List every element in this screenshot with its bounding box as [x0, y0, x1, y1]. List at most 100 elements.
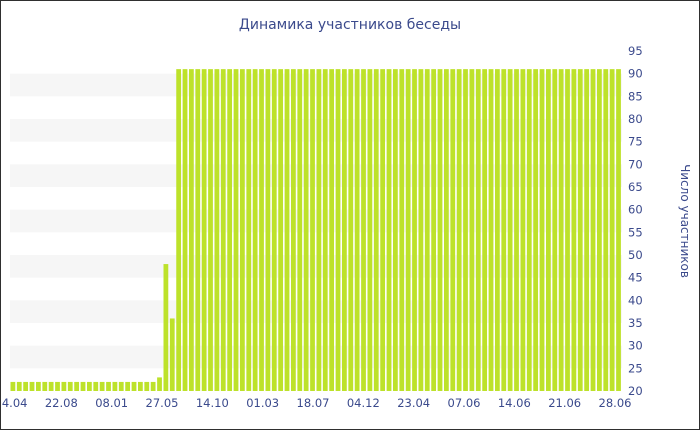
bar	[106, 381, 111, 391]
bar	[463, 69, 468, 391]
bar	[603, 69, 609, 391]
x-tick-label: 14.10	[196, 396, 229, 410]
bar	[214, 69, 220, 391]
grid-band	[10, 209, 622, 233]
y-tick-label: 55	[628, 225, 643, 239]
bar	[565, 69, 570, 391]
bar	[437, 69, 443, 391]
bar	[55, 381, 60, 391]
bar	[112, 381, 118, 391]
grid-band	[10, 119, 622, 142]
bar	[48, 381, 54, 391]
x-tick-label: 14.06	[498, 396, 531, 410]
bar	[367, 69, 373, 391]
bar	[424, 69, 430, 391]
bar	[176, 69, 182, 391]
bar	[431, 69, 437, 391]
y-tick-label: 20	[628, 384, 643, 398]
bar	[354, 69, 360, 391]
y-tick-label: 85	[628, 89, 643, 103]
bar	[201, 69, 207, 391]
bar	[233, 69, 239, 391]
bar	[291, 69, 296, 391]
bar	[577, 69, 583, 391]
bar	[444, 69, 449, 391]
y-tick-label: 95	[628, 44, 643, 58]
y-tick-label: 65	[628, 180, 643, 194]
bar	[495, 69, 500, 391]
y-tick-label: 45	[628, 271, 643, 285]
bar	[558, 69, 564, 391]
bar	[405, 69, 411, 391]
bar	[163, 264, 169, 391]
bar	[482, 69, 488, 391]
bar	[616, 69, 621, 391]
bar	[399, 69, 405, 391]
y-tick-label: 50	[628, 248, 643, 262]
bar	[157, 377, 162, 391]
bar	[240, 69, 245, 391]
bar	[271, 69, 277, 391]
bar	[450, 69, 456, 391]
bar	[361, 69, 366, 391]
bar	[303, 69, 309, 391]
bar	[246, 69, 252, 391]
bar	[552, 69, 558, 391]
y-tick-label: 35	[628, 316, 643, 330]
y-tick-label: 75	[628, 135, 643, 149]
bar	[501, 69, 507, 391]
bar	[138, 381, 143, 391]
bar	[329, 69, 335, 391]
bar	[87, 381, 92, 391]
bar	[520, 69, 526, 391]
bar	[74, 381, 80, 391]
bar	[208, 69, 213, 391]
grid-band	[10, 345, 622, 369]
bar	[80, 381, 86, 391]
bar	[265, 69, 271, 391]
y-tick-label: 40	[628, 293, 643, 307]
y-axis-ticks: 20 25 30 35 40 45 50 55 60 65 70 75 80 85 90 95	[628, 44, 643, 398]
bar	[533, 69, 539, 391]
bar	[590, 69, 596, 391]
y-tick-label: 60	[628, 203, 643, 217]
bar	[16, 381, 22, 391]
bar	[469, 69, 475, 391]
bar	[597, 69, 602, 391]
bar	[539, 69, 545, 391]
y-tick-label: 70	[628, 157, 643, 171]
bar	[99, 381, 105, 391]
bar	[507, 69, 513, 391]
x-tick-label: 01.03	[246, 396, 279, 410]
bar	[118, 381, 124, 391]
bar	[393, 69, 398, 391]
bar	[29, 381, 35, 391]
grid-band	[10, 255, 622, 278]
bar	[23, 381, 29, 391]
bar	[546, 69, 551, 391]
bar	[61, 381, 67, 391]
bar	[297, 69, 303, 391]
bar	[278, 69, 284, 391]
y-axis-label: Число участников	[678, 164, 692, 278]
bar	[386, 69, 392, 391]
bar	[220, 69, 226, 391]
x-axis-ticks: 04.04 22.08 08.01 27.05 14.10 01.03 18.07 04.12…	[1, 396, 631, 410]
bar	[412, 69, 417, 391]
bar	[322, 69, 328, 391]
bar	[475, 69, 481, 391]
grid-band	[10, 73, 622, 97]
bar	[93, 381, 99, 391]
bar	[380, 69, 386, 391]
bar	[10, 381, 16, 391]
bar	[189, 69, 194, 391]
bar	[571, 69, 577, 391]
x-tick-label: 04.12	[347, 396, 380, 410]
bar	[169, 318, 175, 391]
bar	[335, 69, 341, 391]
x-tick-label: 27.05	[146, 396, 179, 410]
bars	[10, 69, 621, 391]
bar	[456, 69, 462, 391]
